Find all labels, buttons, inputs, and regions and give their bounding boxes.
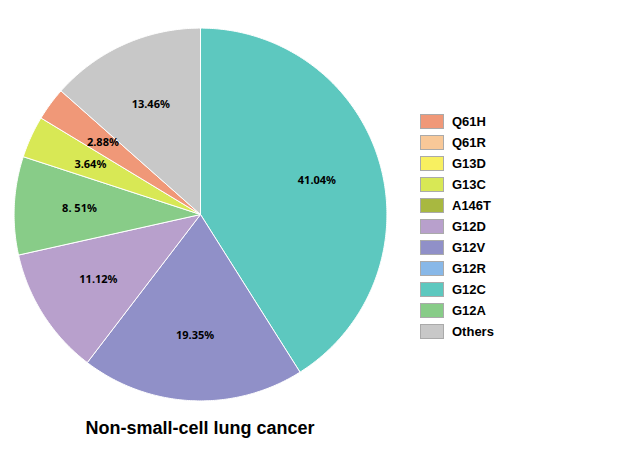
svg-text:41.04%: 41.04% xyxy=(298,172,336,187)
svg-text:8. 51%: 8. 51% xyxy=(62,200,97,215)
html-text:G13C: G13C xyxy=(452,177,486,192)
html-text:G12V: G12V xyxy=(452,240,486,255)
svg-text:19.35%: 19.35% xyxy=(176,327,214,342)
svg-text:11.12%: 11.12% xyxy=(79,271,117,286)
html-text:G12C: G12C xyxy=(452,282,486,297)
html-text:G13D: G13D xyxy=(452,156,486,171)
html-text:A146T: A146T xyxy=(452,198,491,213)
svg-text:13.46%: 13.46% xyxy=(132,96,170,111)
html-text:G12A: G12A xyxy=(452,303,486,318)
svg-text:2.88%: 2.88% xyxy=(87,134,119,149)
svg-text:3.64%: 3.64% xyxy=(74,156,106,171)
html-text:Non-small-cell lung cancer: Non-small-cell lung cancer xyxy=(85,418,315,438)
html-text:G12R: G12R xyxy=(452,261,486,276)
html-text:G12D: G12D xyxy=(452,219,486,234)
html-text:Q61R: Q61R xyxy=(452,135,486,150)
html-text:Q61H: Q61H xyxy=(452,114,486,129)
html-text:Others: Others xyxy=(452,324,494,339)
